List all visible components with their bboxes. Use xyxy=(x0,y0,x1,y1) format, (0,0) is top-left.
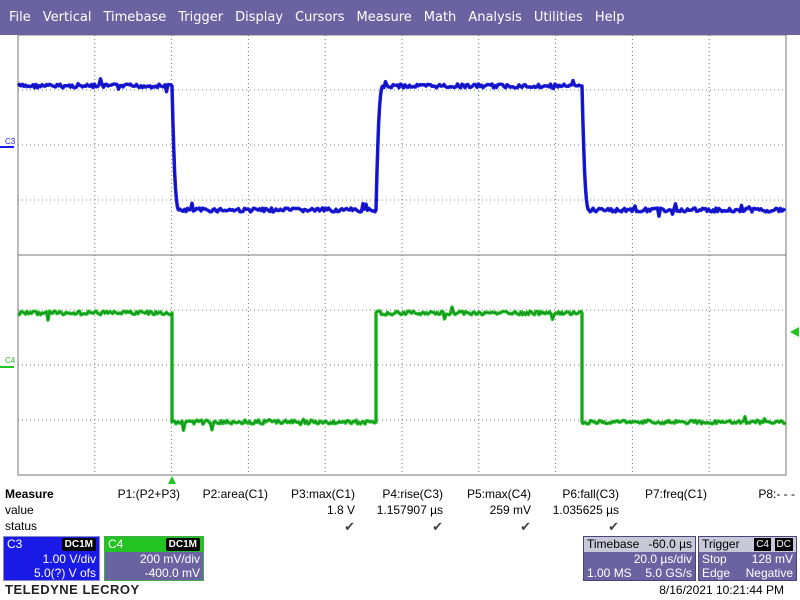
c3-offset: 5.0(?) V ofs xyxy=(33,566,96,580)
waveform-display[interactable]: C3 C4 xyxy=(0,35,800,485)
measure-param-1-name[interactable]: P1:(P2+P3) xyxy=(117,487,180,501)
measure-value-row: value 1.8 V 1.157907 µs 259 mV 1.035625 µs xyxy=(0,503,800,519)
c3-coupling-badge: DC1M xyxy=(61,538,96,551)
menu-timebase[interactable]: Timebase xyxy=(103,10,167,25)
measure-param-6-status-icon: ✔ xyxy=(608,519,619,534)
measure-param-2-name[interactable]: P2:area(C1) xyxy=(202,487,268,501)
menu-math[interactable]: Math xyxy=(423,10,457,25)
c4-coupling-badge: DC1M xyxy=(165,538,200,551)
timebase-samples: 1.00 MS xyxy=(587,566,632,580)
status-row-label: status xyxy=(5,519,38,533)
measure-param-3-value: 1.8 V xyxy=(326,503,355,517)
c4-waveform-core xyxy=(17,306,786,431)
c3-waveform xyxy=(16,77,787,218)
trigger-coupling-badge: DC xyxy=(774,538,793,551)
c4-name: C4 xyxy=(108,537,124,551)
menu-measure[interactable]: Measure xyxy=(356,10,412,25)
measure-param-4-status-icon: ✔ xyxy=(432,519,443,534)
measure-param-3-status-icon: ✔ xyxy=(344,519,355,534)
measure-param-4-name[interactable]: P4:rise(C3) xyxy=(382,487,443,501)
menu-vertical[interactable]: Vertical xyxy=(42,10,92,25)
value-row-label: value xyxy=(5,503,34,517)
measure-param-5-name[interactable]: P5:max(C4) xyxy=(466,487,531,501)
menu-bar: File Vertical Timebase Trigger Display Cursor… xyxy=(0,0,800,35)
timebase-label: Timebase xyxy=(587,537,640,551)
footer: TELEDYNE LECROY 8/16/2021 10:21:44 PM xyxy=(0,581,800,600)
measure-param-3-name[interactable]: P3:max(C1) xyxy=(290,487,355,501)
trigger-mode: Stop xyxy=(702,552,727,566)
c4-offset: -400.0 mV xyxy=(144,566,200,580)
measure-header-row: Measure P1:(P2+P3) P2:area(C1) P3:max(C1) P… xyxy=(0,487,800,503)
timebase-rate: 5.0 GS/s xyxy=(645,566,692,580)
footer-datetime: 8/16/2021 10:21:44 PM xyxy=(659,583,784,597)
measure-param-5-status-icon: ✔ xyxy=(520,519,531,534)
measure-table: Measure P1:(P2+P3) P2:area(C1) P3:max(C1) P… xyxy=(0,487,800,535)
c3-vdiv: 1.00 V/div xyxy=(42,552,96,566)
measure-param-4-value: 1.157907 µs xyxy=(376,503,443,517)
measure-param-6-value: 1.035625 µs xyxy=(552,503,619,517)
measure-status-row: status ✔ ✔ ✔ ✔ xyxy=(0,519,800,535)
c3-waveform-core xyxy=(17,78,786,217)
menu-cursors[interactable]: Cursors xyxy=(295,10,345,25)
trigger-position-marker[interactable] xyxy=(168,476,176,484)
menu-utilities[interactable]: Utilities xyxy=(533,10,583,25)
menu-help[interactable]: Help xyxy=(594,10,625,25)
trigger-type: Edge xyxy=(702,566,731,580)
menu-analysis[interactable]: Analysis xyxy=(468,10,522,25)
trigger-slope: Negative xyxy=(745,566,793,580)
timebase-box[interactable]: Timebase -60.0 µs 20.0 µs/div 1.00 MS 5.… xyxy=(583,536,696,581)
measure-param-7-name[interactable]: P7:freq(C1) xyxy=(644,487,707,501)
menu-file[interactable]: File xyxy=(9,10,31,25)
trigger-level: 128 mV xyxy=(751,552,793,566)
c4-waveform xyxy=(17,305,786,433)
c4-marker-label: C4 xyxy=(5,356,16,365)
trigger-box[interactable]: Trigger C4 DC Stop 128 mV Edge Negative xyxy=(698,536,797,581)
timebase-delay: -60.0 µs xyxy=(648,537,692,551)
trigger-label: Trigger xyxy=(702,537,740,551)
c3-marker-label: C3 xyxy=(5,137,16,146)
timebase-tdiv: 20.0 µs/div xyxy=(633,552,692,566)
c4-vdiv: 200 mV/div xyxy=(139,552,200,566)
c4-descriptor-box[interactable]: C4 DC1M 200 mV/div -400.0 mV xyxy=(104,536,204,581)
menu-display[interactable]: Display xyxy=(235,10,284,25)
measure-param-5-value: 259 mV xyxy=(489,503,531,517)
c3-descriptor-box[interactable]: C3 DC1M 1.00 V/div 5.0(?) V ofs xyxy=(3,536,100,581)
trigger-source-badge: C4 xyxy=(754,538,771,551)
measure-title: Measure xyxy=(5,487,54,501)
brand-logo: TELEDYNE LECROY xyxy=(5,582,140,597)
measure-param-6-name[interactable]: P6:fall(C3) xyxy=(562,487,619,501)
trigger-level-marker[interactable] xyxy=(790,327,799,337)
menu-trigger[interactable]: Trigger xyxy=(178,10,224,25)
c3-name: C3 xyxy=(7,537,23,551)
measure-param-8-name[interactable]: P8:- - - xyxy=(758,487,795,501)
